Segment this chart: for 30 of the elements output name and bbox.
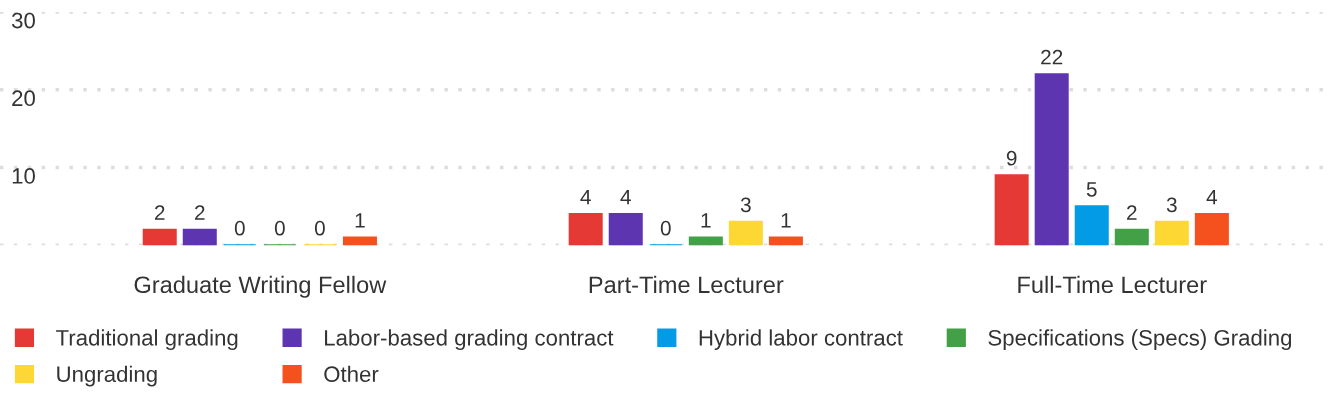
- legend-label: Ungrading: [57, 365, 157, 387]
- legend-label: Specifications (Specs) Grading: [988, 329, 1292, 351]
- y-tick-label: 20: [12, 90, 35, 107]
- data-label: 5: [1086, 182, 1097, 197]
- data-label: 0: [234, 220, 245, 236]
- y-tick-label: 10: [12, 168, 35, 184]
- legend-label: Other: [324, 365, 379, 383]
- x-tick-label: Full-Time Lecturer: [1018, 275, 1207, 294]
- data-label: 1: [781, 213, 791, 228]
- data-label: 2: [195, 205, 205, 220]
- data-label: 4: [1206, 189, 1218, 205]
- legend-label: Hybrid labor contract: [699, 329, 903, 351]
- data-label: 4: [620, 189, 631, 205]
- data-label: 0: [314, 220, 325, 236]
- data-label: 2: [1127, 205, 1137, 220]
- data-label: 22: [1041, 49, 1063, 65]
- data-label: 3: [740, 197, 751, 213]
- y-tick-label: 30: [11, 12, 35, 29]
- data-label: 9: [1006, 150, 1017, 166]
- legend-label: Traditional grading: [56, 329, 238, 351]
- data-label: 2: [154, 205, 165, 220]
- data-label: 1: [355, 213, 365, 228]
- x-tick-label: Graduate Writing Fellow: [134, 275, 387, 298]
- data-label: 3: [1166, 197, 1177, 213]
- legend-label: Labor-based grading contract: [325, 329, 614, 351]
- data-label: 0: [660, 220, 671, 236]
- x-tick-label: Part-Time Lecturer: [589, 275, 784, 294]
- data-label: 1: [701, 213, 711, 228]
- data-label: 4: [580, 189, 591, 205]
- data-label: 0: [274, 220, 285, 236]
